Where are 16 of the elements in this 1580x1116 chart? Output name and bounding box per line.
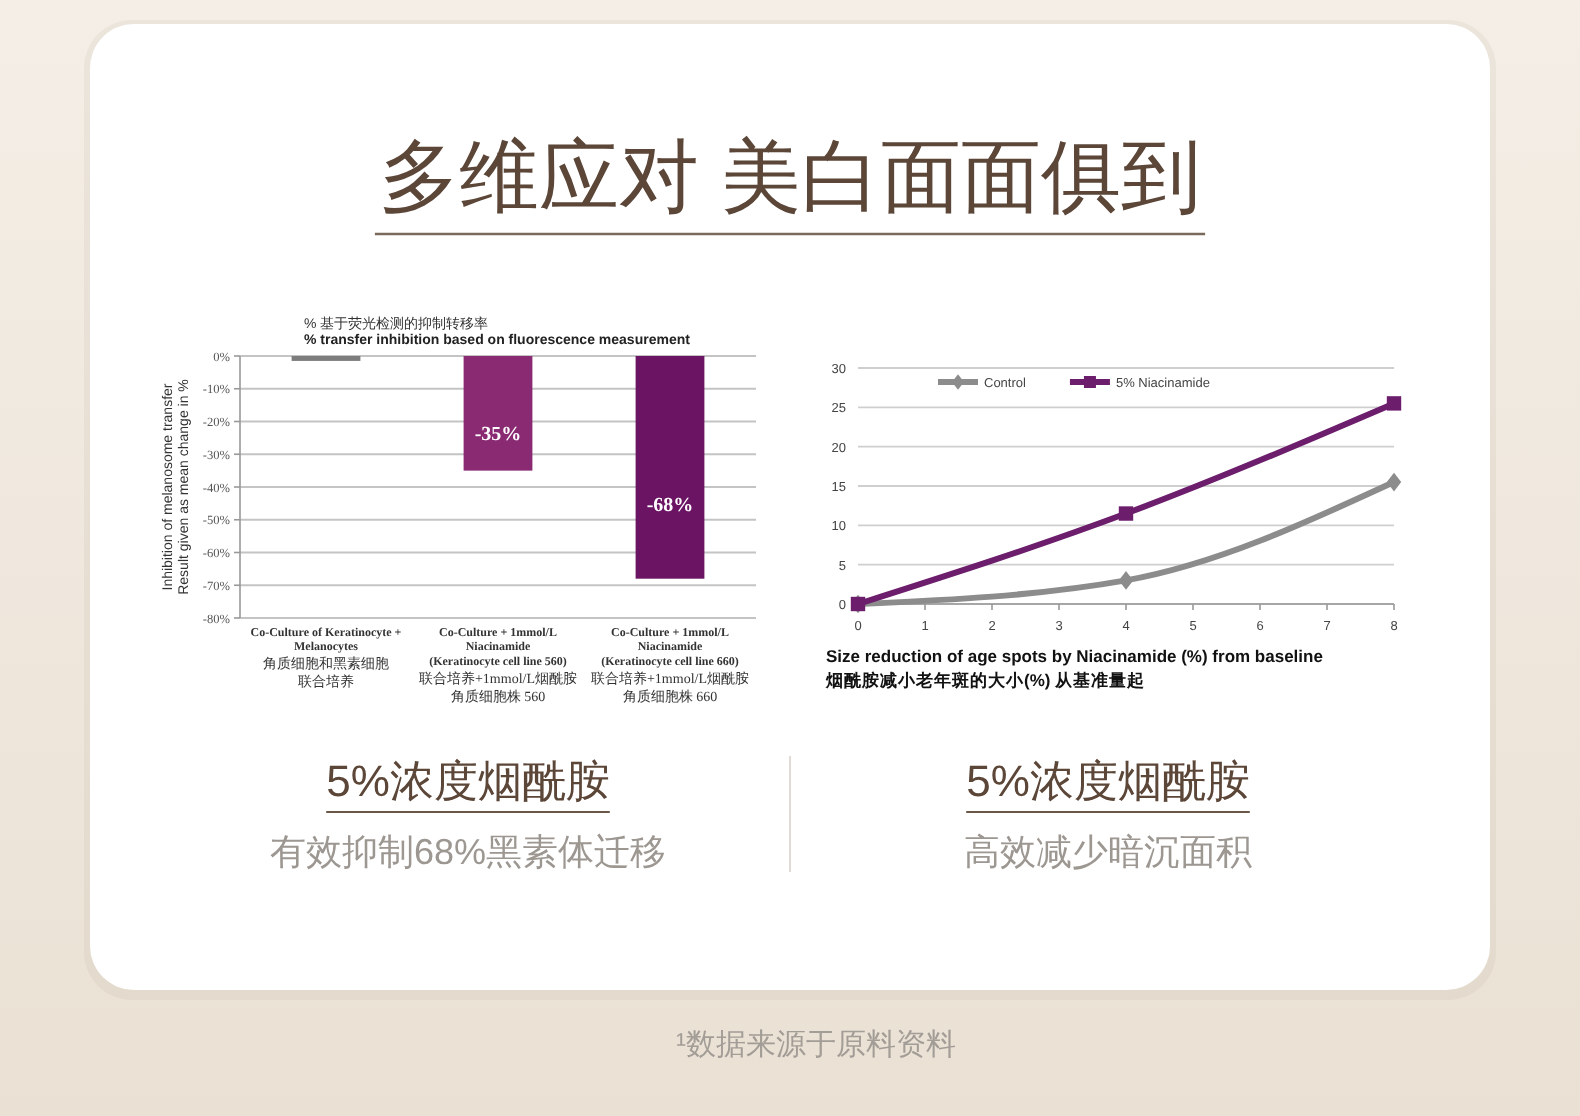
data-label: -68% (646, 494, 694, 517)
x-axis-title: Size reduction of age spots by Niacinamide (%) from baseline 烟酰胺减小老年斑的大小(%) 从基准量起 (824, 646, 1324, 690)
data-label: -35% (474, 423, 522, 446)
point (1118, 571, 1134, 590)
x-tick-label: Co-Culture + 1mmol/L Niacinamide (Keratinocyte cell line 660) 联合培养+1mmol/L烟酰胺角质细胞株 660 (590, 626, 750, 705)
point (1386, 472, 1402, 492)
x-tick-label: Co-Culture + 1mmol/L Niacinamide (Keratinocyte cell line 560) 联合培养+1mmol/L烟酰胺角质细胞株 560 (418, 626, 578, 705)
text: 高效减少暗沉面积 (964, 832, 1252, 872)
text: 5%浓度烟酰胺 (326, 756, 610, 806)
text: 多维应对 美白面面俱到 (378, 134, 1202, 222)
text: 有效抑制68%黑素体迁移 (269, 832, 667, 872)
text: 5%浓度烟酰胺 (966, 756, 1250, 806)
text: ¹数据来源于原料资料 (676, 1028, 956, 1062)
x-tick-label: Co-Culture of Keratinocyte + Melanocytes 角质细胞和黑素细胞联合培养 (250, 626, 403, 691)
point (1386, 396, 1402, 411)
point (1118, 506, 1134, 521)
